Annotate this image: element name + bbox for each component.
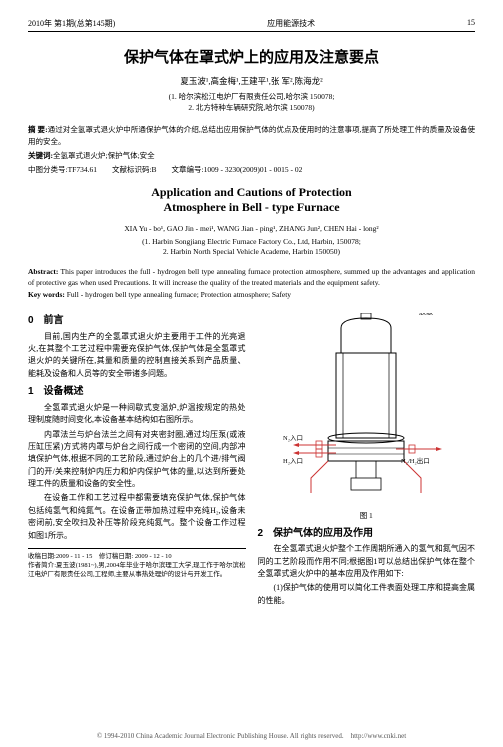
abstract-cn: 摘 要:通过对全氢罩式退火炉中所通保护气体的介绍,总结出应用保护气体的优点及使用… (28, 124, 475, 148)
keywords-en: Key words: Full - hydrogen bell type ann… (28, 290, 475, 299)
title-en-2: Atmosphere in Bell - type Furnace (28, 200, 475, 216)
p0: 目前,国内生产的全氢罩式退火炉主要用于工件的光亮退火,在其整个工艺过程中需要充保… (28, 331, 246, 381)
figure-1: 放散 N₂入口 H₂入口 N₂/H₂出口 (258, 313, 476, 522)
header-left: 2010年 第1期(总第145期) (28, 18, 115, 29)
affil-en-2: 2. Harbin North Special Vehicle Academe,… (28, 247, 475, 258)
header-right: 15 (467, 18, 475, 29)
affil-cn-1: (1. 哈尔滨松江电炉厂有限责任公司,哈尔滨 150078; (28, 91, 475, 102)
p1c: 在设备工作和工艺过程中都需要填充保护气体,保护气体包括纯氢气和纯氮气。在设备正带… (28, 492, 246, 542)
abs-en-text: This paper introduces the full - hydroge… (28, 267, 475, 287)
affil-cn-2: 2. 北方特种车辆研究院,哈尔滨 150078) (28, 102, 475, 113)
footnote-sep: 收稿日期:2009 - 11 - 15 修订稿日期: 2009 - 12 - 1… (28, 548, 246, 579)
kw-cn-label: 关键词: (28, 151, 53, 160)
kw-cn-text: 全氢罩式退火炉;保护气体;安全 (53, 151, 155, 160)
p2a: 在全氢罩式退火炉整个工作周期所通入的氢气和氮气因不同的工艺阶段而作用不同;根据图… (258, 543, 476, 580)
p2b: (1)保护气体的使用可以简化工件表面处理工序和提高金属的性能。 (258, 582, 476, 607)
label-n2in: N₂入口 (283, 434, 303, 442)
meta-line: 中图分类号:TF734.61 文献标识码:B 文章编号:1009 - 3230(… (28, 164, 475, 175)
p1a: 全氢罩式退火炉是一种间歇式变温炉,炉温按规定的热处理制度随时间变化,本设备基本结… (28, 402, 246, 427)
abs-cn-text: 通过对全氢罩式退火炉中所通保护气体的介绍,总结出应用保护气体的优点及使用时的注意… (28, 125, 475, 146)
label-h2in: H₂入口 (283, 457, 303, 465)
page-footer: © 1994-2010 China Academic Journal Elect… (0, 731, 503, 741)
sec1-title: 1 设备概述 (28, 384, 246, 400)
right-column: 放散 N₂入口 H₂入口 N₂/H₂出口 (258, 309, 476, 609)
kw-en-label: Key words: (28, 290, 65, 299)
sec0-title: 0 前言 (28, 313, 246, 329)
furnace-diagram-icon: 放散 N₂入口 H₂入口 N₂/H₂出口 (281, 313, 451, 508)
header-center: 应用能源技术 (267, 18, 315, 29)
affil-cn: (1. 哈尔滨松江电炉厂有限责任公司,哈尔滨 150078; 2. 北方特种车辆… (28, 91, 475, 114)
left-column: 0 前言 目前,国内生产的全氢罩式退火炉主要用于工件的光亮退火,在其整个工艺过程… (28, 309, 246, 609)
footnote-2: 作者简介:夏玉波(1981~),男,2004年毕业于哈尔滨理工大学,现工作于哈尔… (28, 561, 246, 579)
title-cn: 保护气体在罩式炉上的应用及注意要点 (28, 46, 475, 67)
affil-en: (1. Harbin Songjiang Electric Furnace Fa… (28, 237, 475, 258)
authors-cn: 夏玉波¹,高金梅¹,王建平¹,张 军²,陈海龙² (28, 75, 475, 87)
affil-en-1: (1. Harbin Songjiang Electric Furnace Fa… (28, 237, 475, 248)
kw-en-text: Full - hydrogen bell type annealing furn… (67, 290, 291, 299)
two-column-body: 0 前言 目前,国内生产的全氢罩式退火炉主要用于工件的光亮退火,在其整个工艺过程… (28, 309, 475, 609)
page-header: 2010年 第1期(总第145期) 应用能源技术 15 (28, 18, 475, 32)
abs-en-label: Abstract: (28, 267, 58, 276)
authors-en: XIA Yu - bo¹, GAO Jin - mei¹, WANG Jian … (28, 224, 475, 233)
abstract-en: Abstract: This paper introduces the full… (28, 266, 475, 289)
footnote-1: 收稿日期:2009 - 11 - 15 修订稿日期: 2009 - 12 - 1… (28, 552, 246, 561)
p1b: 内罩法兰与炉台法兰之间有对夹密封圈,通过均压泵(或液压缸压紧)方式将内罩与炉台之… (28, 429, 246, 491)
title-en-1: Application and Cautions of Protection (28, 185, 475, 201)
label-out: N₂/H₂出口 (401, 456, 430, 465)
label-top: 放散 (419, 313, 433, 316)
abs-cn-label: 摘 要: (28, 125, 48, 134)
keywords-cn: 关键词:全氢罩式退火炉;保护气体;安全 (28, 150, 475, 162)
sec2-title: 2 保护气体的应用及作用 (258, 526, 476, 542)
title-en: Application and Cautions of Protection A… (28, 185, 475, 216)
fig1-caption: 图 1 (258, 510, 476, 522)
